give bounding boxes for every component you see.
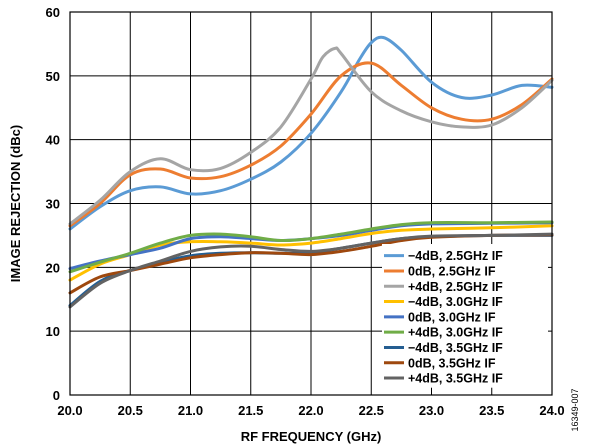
legend-label: 0dB, 3.5GHz IF [408, 356, 496, 370]
x-tick-label: 21.0 [178, 403, 203, 418]
y-tick-label: 0 [53, 388, 60, 403]
x-tick-label: 21.5 [238, 403, 263, 418]
series-line-2 [68, 61, 554, 228]
y-tick-label: 60 [46, 5, 60, 20]
legend-label: 0dB, 2.5GHz IF [408, 264, 496, 278]
series-line-3 [68, 46, 554, 226]
series-line-9 [68, 232, 554, 309]
x-tick-label: 24.0 [539, 403, 564, 418]
figure-id: 16349-007 [570, 388, 580, 431]
x-axis-label: RF FREQUENCY (GHz) [241, 429, 382, 444]
y-tick-label: 30 [46, 197, 60, 212]
y-axis-label: IMAGE REJECTION (dBc) [8, 125, 23, 282]
legend-label: −4dB, 2.5GHz IF [408, 249, 503, 263]
legend-label: 0dB, 3.0GHz IF [408, 310, 496, 324]
series-line-6 [68, 220, 554, 274]
x-tick-label: 23.0 [419, 403, 444, 418]
y-tick-label: 40 [46, 133, 60, 148]
plot-frame [69, 11, 553, 396]
legend-background [382, 244, 548, 388]
legend-label: −4dB, 3.5GHz IF [408, 341, 503, 355]
series-lines [68, 35, 554, 309]
x-tick-label: 20.5 [118, 403, 143, 418]
y-tick-label: 20 [46, 260, 60, 275]
x-tick-label: 20.0 [57, 403, 82, 418]
y-tick-label: 10 [46, 324, 60, 339]
series-line-1 [68, 35, 554, 231]
y-axis-ticks: 0 10 20 30 40 50 60 [46, 5, 60, 403]
x-tick-label: 22.5 [359, 403, 384, 418]
y-tick-label: 50 [46, 69, 60, 84]
x-tick-label: 22.0 [298, 403, 323, 418]
legend-label: +4dB, 3.5GHz IF [408, 372, 503, 386]
legend-label: −4dB, 3.0GHz IF [408, 295, 503, 309]
x-axis-ticks: 20.0 20.5 21.0 21.5 22.0 22.5 23.0 23.5 24.0 [57, 403, 564, 418]
legend-label: +4dB, 3.0GHz IF [408, 326, 503, 340]
x-tick-label: 23.5 [479, 403, 504, 418]
legend-label: +4dB, 2.5GHz IF [408, 280, 503, 294]
